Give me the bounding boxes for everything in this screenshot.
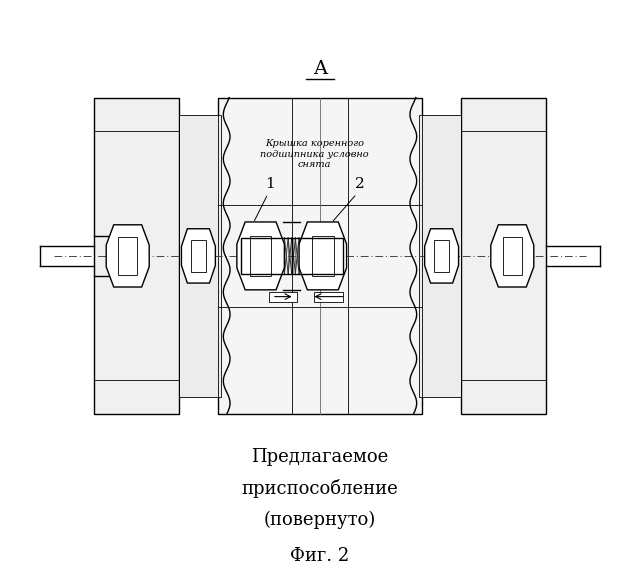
Polygon shape bbox=[106, 225, 149, 287]
Bar bbox=[269, 292, 298, 302]
Bar bbox=[191, 240, 206, 272]
Bar bbox=[94, 98, 179, 414]
Bar bbox=[292, 238, 342, 274]
Bar bbox=[250, 236, 271, 276]
Polygon shape bbox=[424, 229, 459, 283]
Polygon shape bbox=[237, 222, 284, 290]
Bar bbox=[241, 238, 292, 274]
Bar bbox=[118, 237, 138, 274]
Text: Предлагаемое: Предлагаемое bbox=[252, 448, 388, 466]
Polygon shape bbox=[181, 229, 216, 283]
Bar bbox=[314, 292, 342, 302]
Text: 1: 1 bbox=[266, 177, 275, 191]
Bar bbox=[502, 237, 522, 274]
Bar bbox=[461, 98, 546, 414]
Polygon shape bbox=[299, 222, 347, 290]
Bar bbox=[434, 240, 449, 272]
Bar bbox=[179, 114, 221, 397]
Text: Крышка коренного
подшипника условно
снята: Крышка коренного подшипника условно снят… bbox=[260, 139, 369, 169]
Text: 2: 2 bbox=[355, 177, 364, 191]
Bar bbox=[312, 236, 333, 276]
Text: A: A bbox=[313, 59, 327, 78]
Bar bbox=[218, 98, 422, 414]
Text: (повернуто): (повернуто) bbox=[264, 511, 376, 528]
Bar bbox=[419, 114, 461, 397]
Polygon shape bbox=[491, 225, 534, 287]
Text: приспособление: приспособление bbox=[242, 479, 398, 498]
Text: Фиг. 2: Фиг. 2 bbox=[291, 547, 349, 561]
